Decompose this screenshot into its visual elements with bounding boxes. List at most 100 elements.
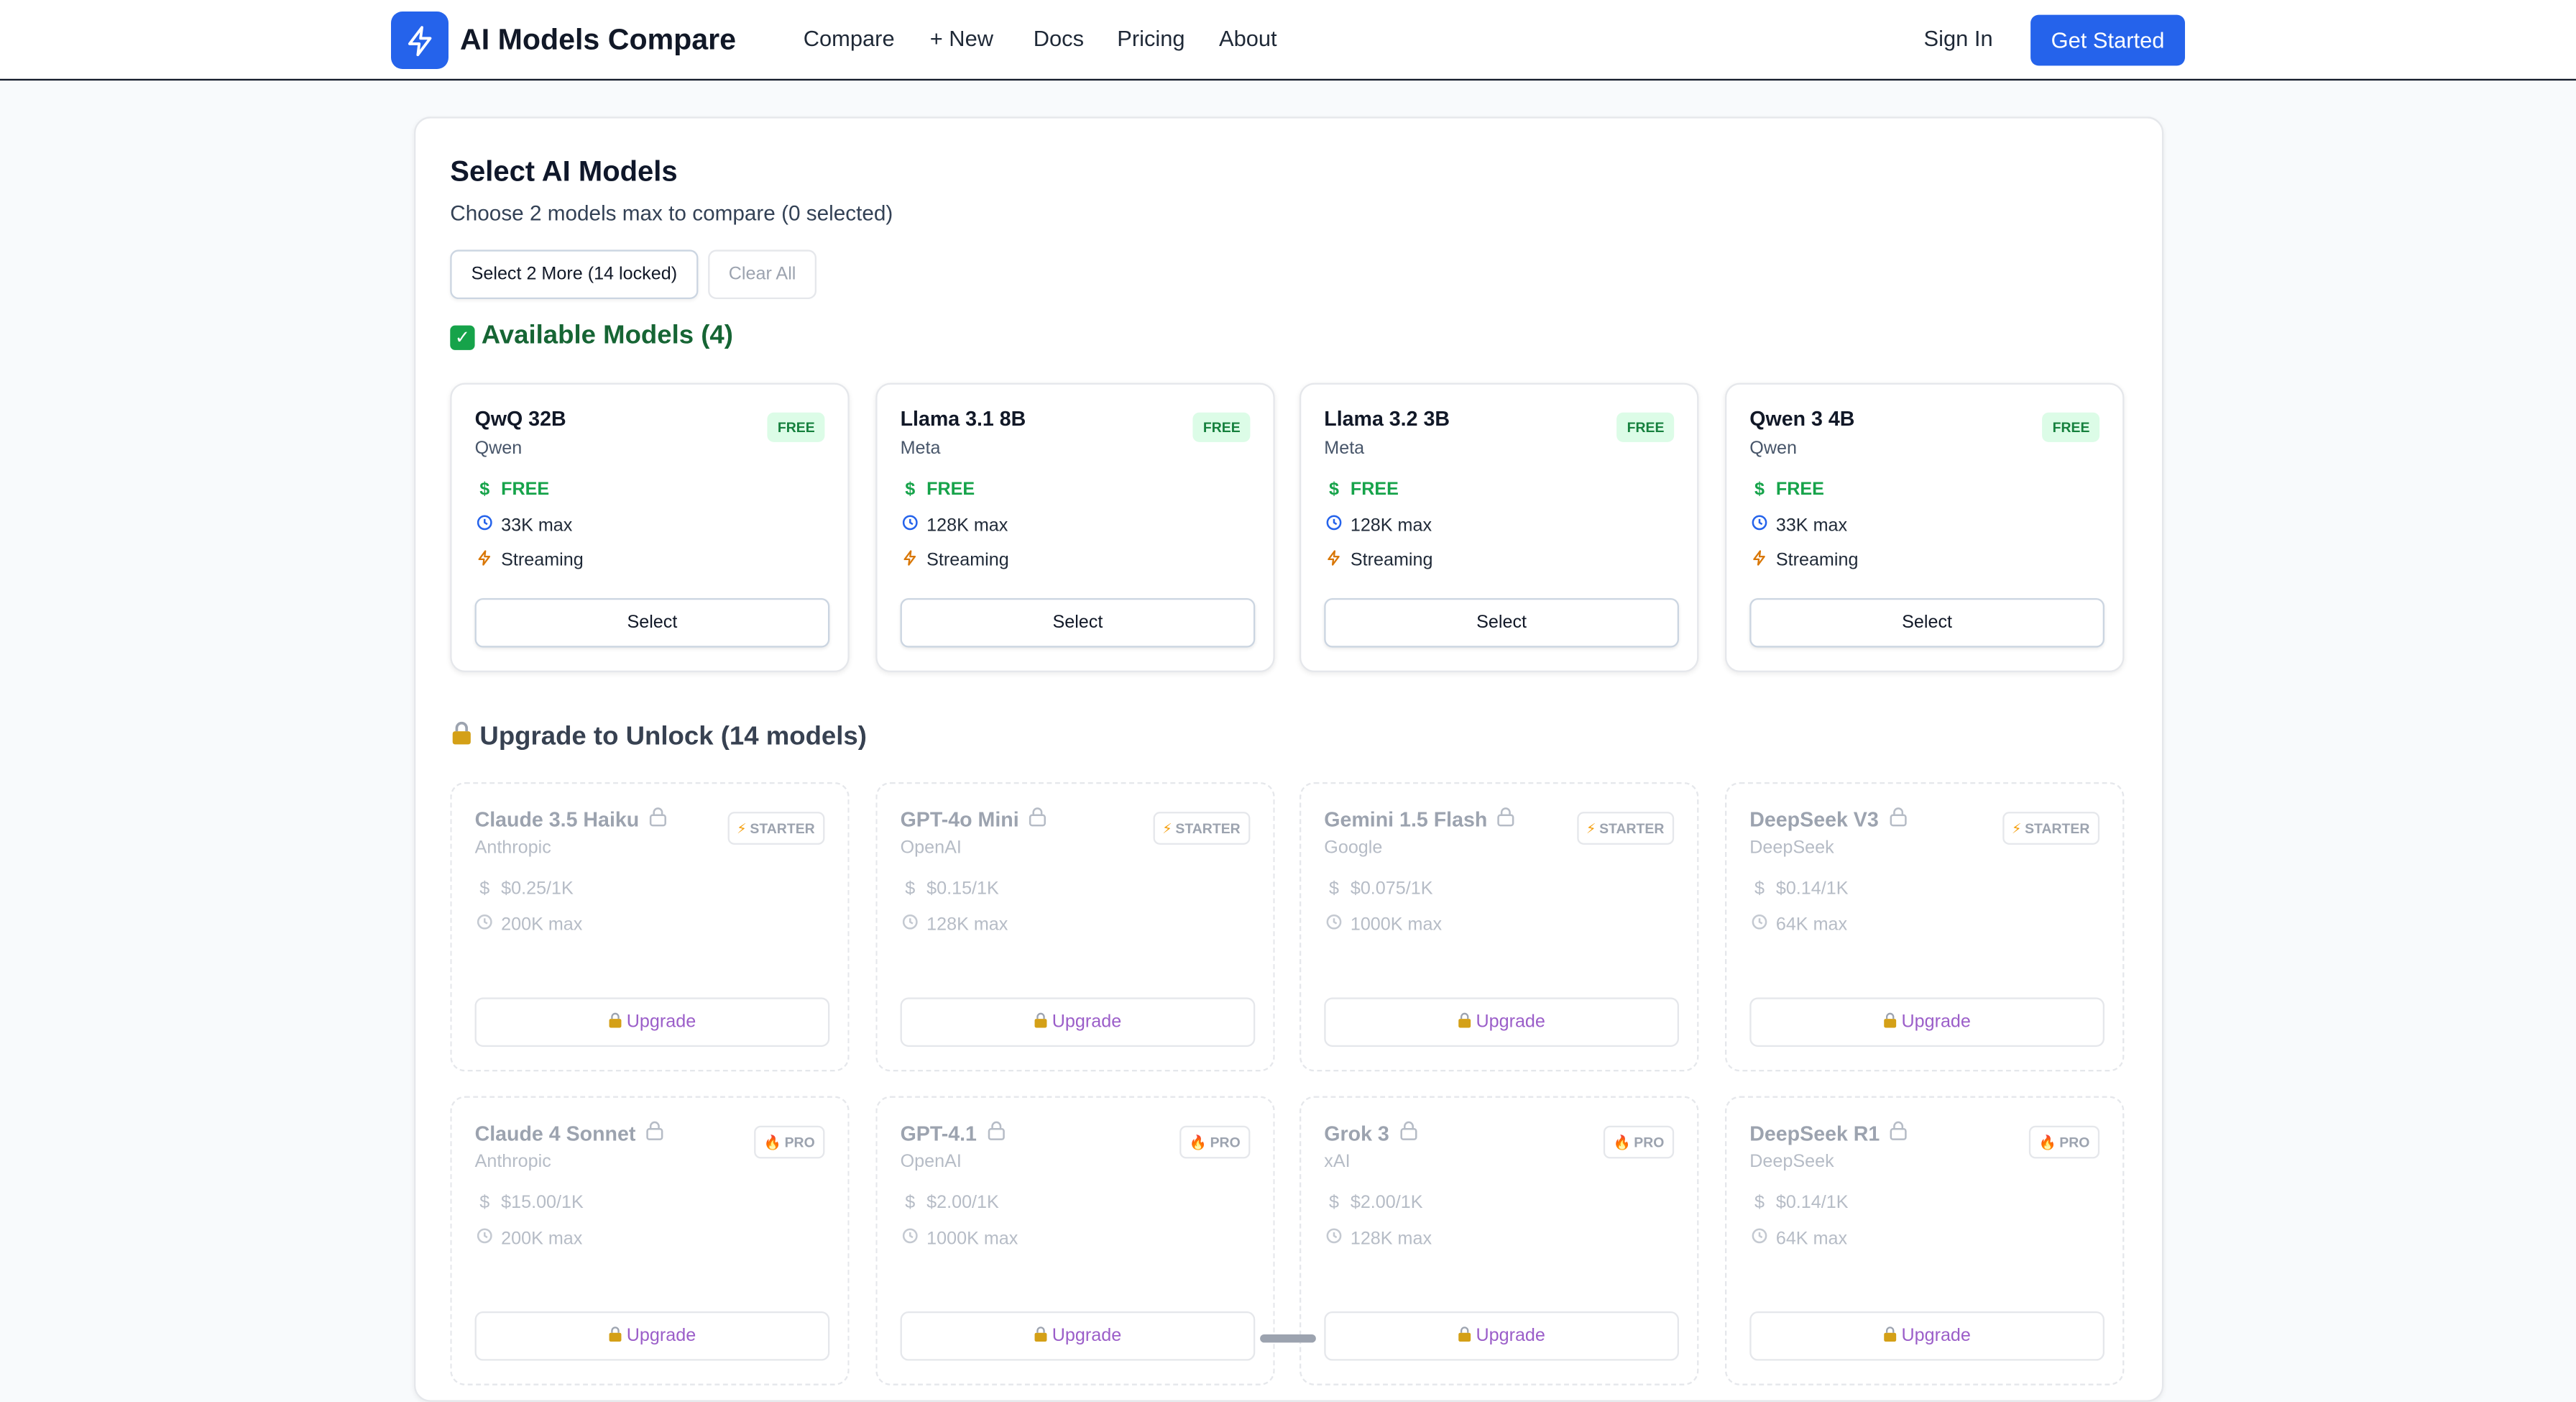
model-name: Claude 4 Sonnet xyxy=(474,1121,636,1145)
upgrade-button[interactable]: Upgrade xyxy=(1749,1311,2104,1361)
get-started-button[interactable]: Get Started xyxy=(2030,14,2185,66)
model-name-wrap: Grok 3 xyxy=(1324,1121,1417,1145)
streaming-icon xyxy=(1324,549,1343,572)
nav-new[interactable]: + New xyxy=(929,26,994,51)
feature-row: Streaming xyxy=(901,549,1009,572)
model-context: 200K max xyxy=(501,914,583,935)
context-row: 128K max xyxy=(1324,514,1432,536)
clock-icon xyxy=(901,514,920,536)
locked-heading-text: Upgrade to Unlock (14 models) xyxy=(479,723,867,751)
select-button[interactable]: Select xyxy=(1749,597,2104,648)
tier-badge: 🔥 PRO xyxy=(1603,1125,1675,1159)
upgrade-button[interactable]: Upgrade xyxy=(1749,997,2104,1047)
upgrade-button[interactable]: Upgrade xyxy=(900,997,1256,1047)
model-price: $0.25/1K xyxy=(501,879,574,899)
model-name: Claude 3.5 Haiku xyxy=(474,807,640,831)
select-button[interactable]: Select xyxy=(900,597,1256,648)
model-name: Llama 3.1 8B xyxy=(900,407,1026,431)
tier-label: PRO xyxy=(784,1134,815,1150)
locked-model-card: DeepSeek V3 DeepSeek ⚡ STARTER $ $0.14/1K 64K … xyxy=(1724,782,2125,1072)
nav-compare[interactable]: Compare xyxy=(803,26,895,51)
lightning-logo-icon xyxy=(390,11,448,69)
clock-icon xyxy=(1749,514,1769,536)
lock-icon xyxy=(1890,1121,1908,1145)
upgrade-button[interactable]: Upgrade xyxy=(1324,997,1679,1047)
model-provider: Qwen xyxy=(1749,439,1797,459)
model-name: Grok 3 xyxy=(1324,1121,1389,1145)
price-row: $ FREE xyxy=(475,480,549,499)
model-provider: xAI xyxy=(1324,1152,1351,1172)
upgrade-label: Upgrade xyxy=(1052,1012,1122,1032)
check-icon: ✓ xyxy=(450,324,475,349)
locked-model-card: Gemini 1.5 Flash Google ⚡ STARTER $ $0.075/1K… xyxy=(1299,782,1699,1072)
select-button[interactable]: Select xyxy=(1324,597,1679,648)
locked-model-card: Grok 3 xAI 🔥 PRO $ $2.00/1K 128K max Upgrade xyxy=(1299,1096,1699,1385)
context-row: 64K max xyxy=(1749,1227,1847,1249)
select-more-button[interactable]: Select 2 More (14 locked) xyxy=(450,249,699,299)
upgrade-label: Upgrade xyxy=(1476,1326,1545,1346)
clock-icon xyxy=(901,1227,920,1249)
lock-icon xyxy=(645,1121,663,1145)
context-row: 1000K max xyxy=(901,1227,1018,1249)
streaming-icon xyxy=(1749,549,1769,572)
context-row: 128K max xyxy=(1324,1227,1432,1249)
clock-icon xyxy=(901,914,920,935)
upgrade-button[interactable]: Upgrade xyxy=(900,1311,1256,1361)
sign-in-link[interactable]: Sign In xyxy=(1923,26,1993,51)
price-row: $ FREE xyxy=(901,480,975,499)
select-button[interactable]: Select xyxy=(474,597,830,648)
dollar-icon: $ xyxy=(1328,879,1339,899)
model-provider: OpenAI xyxy=(900,1152,962,1172)
available-heading: ✓ Available Models (4) xyxy=(450,322,733,352)
model-name-wrap: Claude 3.5 Haiku xyxy=(475,807,668,831)
model-feature: Streaming xyxy=(1350,550,1433,571)
brand[interactable]: AI Models Compare xyxy=(390,11,736,69)
model-price: FREE xyxy=(926,480,975,500)
tier-label: STARTER xyxy=(750,820,815,837)
model-name: DeepSeek V3 xyxy=(1749,807,1879,831)
price-row: $ FREE xyxy=(1749,480,1824,499)
price-row: $ $0.25/1K xyxy=(475,879,574,899)
model-name: Qwen 3 4B xyxy=(1749,407,1855,431)
price-row: $ FREE xyxy=(1324,480,1399,499)
model-name: QwQ 32B xyxy=(474,407,566,431)
free-badge: FREE xyxy=(2042,412,2100,442)
clock-icon xyxy=(1324,914,1343,935)
model-name: GPT-4o Mini xyxy=(900,807,1019,831)
dollar-icon: $ xyxy=(905,480,916,500)
page-subtitle: Choose 2 models max to compare (0 select… xyxy=(450,200,893,226)
top-nav: AI Models Compare Compare + New Docs Pri… xyxy=(0,0,2576,81)
upgrade-button[interactable]: Upgrade xyxy=(1324,1311,1679,1361)
lock-icon xyxy=(1034,1012,1052,1033)
model-name-wrap: DeepSeek V3 xyxy=(1749,807,1906,831)
page-title: Select AI Models xyxy=(450,154,678,188)
model-price: $0.075/1K xyxy=(1350,879,1433,899)
model-provider: DeepSeek xyxy=(1749,838,1834,858)
lock-icon xyxy=(1029,807,1046,831)
lock-icon xyxy=(1458,1325,1476,1347)
scroll-handle[interactable] xyxy=(1260,1334,1316,1343)
clock-icon xyxy=(475,514,494,536)
model-context: 200K max xyxy=(501,1228,583,1248)
lock-emoji-icon xyxy=(450,721,473,754)
free-badge: FREE xyxy=(1193,412,1251,442)
price-row: $ $0.075/1K xyxy=(1324,879,1432,899)
upgrade-label: Upgrade xyxy=(1901,1326,1971,1346)
clock-icon xyxy=(1324,1227,1343,1249)
model-name-wrap: GPT-4o Mini xyxy=(901,807,1047,831)
upgrade-label: Upgrade xyxy=(1476,1012,1545,1032)
clear-all-button[interactable]: Clear All xyxy=(708,249,816,299)
price-row: $ $0.14/1K xyxy=(1749,1193,1849,1212)
model-provider: OpenAI xyxy=(900,838,962,858)
model-provider: Google xyxy=(1324,838,1383,858)
lock-icon xyxy=(649,807,667,831)
upgrade-button[interactable]: Upgrade xyxy=(474,1311,830,1361)
context-row: 128K max xyxy=(901,514,1008,536)
model-name: DeepSeek R1 xyxy=(1749,1121,1880,1145)
locked-model-card: DeepSeek R1 DeepSeek 🔥 PRO $ $0.14/1K 64K max U… xyxy=(1724,1096,2125,1385)
upgrade-button[interactable]: Upgrade xyxy=(474,997,830,1047)
context-row: 33K max xyxy=(1749,514,1847,536)
nav-about[interactable]: About xyxy=(1218,26,1277,51)
nav-docs[interactable]: Docs xyxy=(1033,26,1085,51)
nav-pricing[interactable]: Pricing xyxy=(1117,26,1185,51)
